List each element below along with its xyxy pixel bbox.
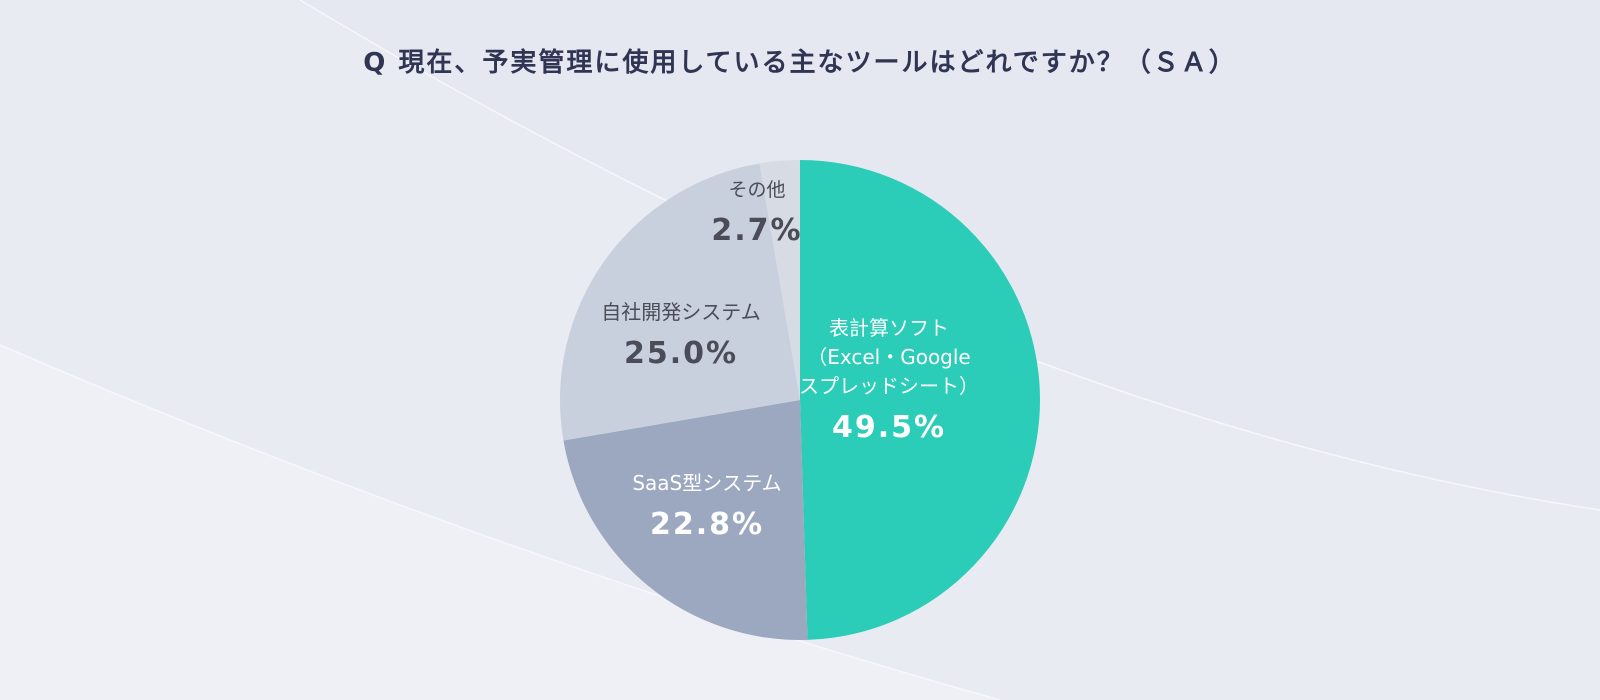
slice-label-group-1: 表計算ソフト （Excel・Google スプレッドシート） 49.5%: [799, 316, 979, 445]
slice-label-group-2: SaaS型システム 22.8%: [632, 471, 781, 542]
pie-slice-2: [563, 400, 808, 640]
slice-label-group-4: その他 2.7%: [711, 179, 802, 248]
slice-label-4-line-1: その他: [728, 179, 785, 201]
slice-value-label-3: 25.0%: [624, 336, 738, 371]
background-band-lower: [0, 345, 1000, 700]
slice-value-label-1: 49.5%: [832, 410, 946, 445]
pie-slice-3: [560, 163, 800, 441]
slice-label-1-line-1: 表計算ソフト: [829, 316, 949, 340]
slice-value-label-2: 22.8%: [650, 507, 764, 542]
slice-label-2-line-1: SaaS型システム: [632, 471, 781, 495]
slice-label-1-line-2: （Excel・Google: [807, 345, 971, 369]
slice-value-label-4: 2.7%: [711, 213, 802, 248]
pie-slice-4: [759, 160, 800, 400]
background-curve-line-lower: [0, 344, 1001, 700]
slice-label-3-line-1: 自社開発システム: [601, 300, 760, 324]
pie-slice-1: [800, 159, 1041, 640]
slice-label-group-3: 自社開発システム 25.0%: [601, 300, 760, 371]
chart-title: Q 現在、予実管理に使用している主なツールはどれですか？（ＳＡ）: [363, 48, 1237, 78]
slice-label-1-line-3: スプレッドシート）: [799, 374, 979, 398]
